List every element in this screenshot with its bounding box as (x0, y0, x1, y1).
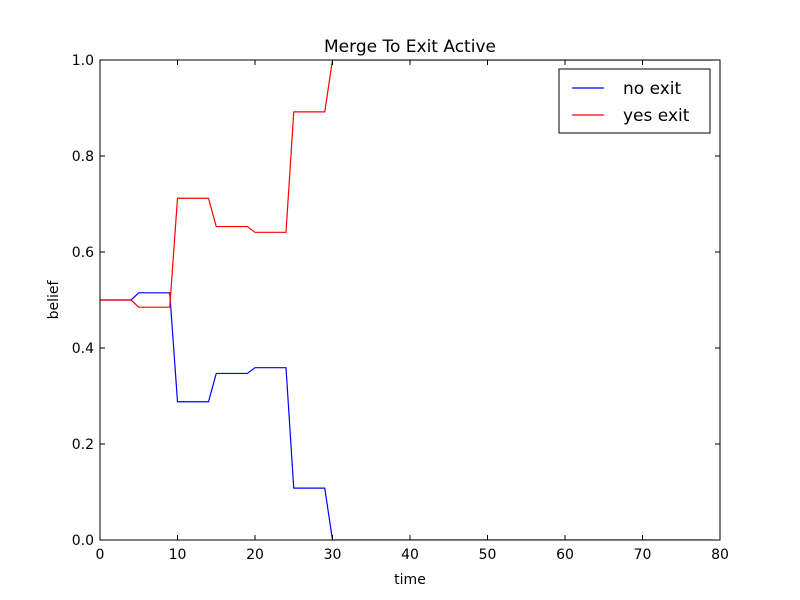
y-axis-label: belief (46, 280, 62, 320)
y-tick-label: 0.2 (72, 437, 94, 453)
chart-title: Merge To Exit Active (324, 37, 496, 57)
x-tick-label: 80 (711, 547, 729, 563)
legend: no exit yes exit (558, 68, 711, 134)
x-tick-label: 10 (169, 547, 187, 563)
y-tick-label: 0.0 (72, 533, 94, 549)
x-axis-label: time (394, 572, 426, 588)
legend-label-yes-exit: yes exit (623, 106, 690, 126)
x-tick-label: 50 (479, 547, 497, 563)
x-tick-label: 20 (246, 547, 264, 563)
x-tick-label: 0 (96, 547, 105, 563)
y-tick-label: 0.4 (72, 341, 94, 357)
y-tick-label: 1.0 (72, 53, 94, 69)
x-tick-label: 40 (401, 547, 419, 563)
x-tick-label: 70 (634, 547, 652, 563)
series-line-no-exit (100, 292, 713, 540)
y-tick-label: 0.6 (72, 245, 94, 261)
x-tick-label: 60 (556, 547, 574, 563)
y-tick-label: 0.8 (72, 149, 94, 165)
series-line-yes-exit (100, 60, 713, 308)
legend-label-no-exit: no exit (623, 79, 682, 99)
x-tick-label: 30 (324, 547, 342, 563)
legend-box (558, 68, 711, 134)
